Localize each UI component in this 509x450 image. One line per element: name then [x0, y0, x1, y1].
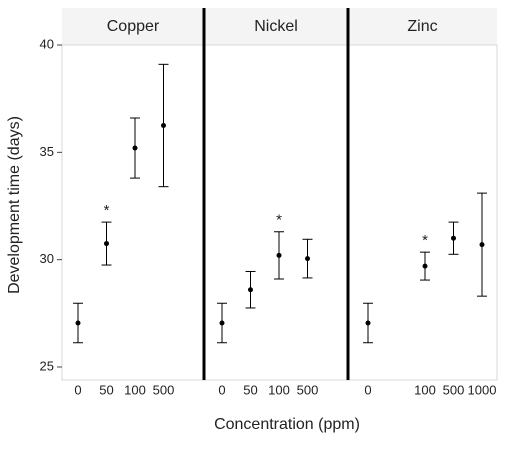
panel-title: Nickel	[254, 18, 298, 35]
panel-title: Copper	[107, 18, 160, 35]
y-tick-label: 30	[40, 251, 54, 266]
y-tick-label: 35	[40, 144, 54, 159]
point	[104, 241, 109, 247]
point	[479, 242, 485, 248]
point	[132, 145, 138, 151]
x-tick-label: 100	[124, 382, 146, 397]
x-axis-title: Concentration (ppm)	[214, 416, 360, 433]
plot-area	[61, 44, 498, 381]
y-tick-label: 40	[40, 36, 54, 51]
y-tick-label: 25	[40, 358, 54, 373]
point	[161, 123, 166, 128]
point	[75, 320, 81, 326]
point	[365, 320, 371, 326]
panel-title: Zinc	[407, 18, 437, 35]
x-tick-label: 500	[443, 382, 465, 397]
x-tick-label: 1000	[468, 382, 497, 397]
significance-mark: *	[276, 212, 282, 229]
point	[248, 287, 253, 293]
x-tick-label: 0	[218, 382, 225, 397]
panel-strip	[62, 8, 497, 45]
x-tick-label: 100	[414, 382, 436, 397]
point	[219, 320, 225, 326]
point	[276, 252, 282, 258]
point	[451, 235, 456, 241]
point	[422, 263, 428, 269]
point	[305, 256, 310, 262]
x-tick-label: 50	[99, 382, 113, 397]
y-axis-title: Development time (days)	[6, 116, 23, 294]
x-tick-label: 100	[268, 382, 290, 397]
significance-mark: *	[104, 202, 110, 219]
x-tick-label: 50	[243, 382, 257, 397]
x-tick-label: 500	[153, 382, 175, 397]
x-tick-label: 0	[74, 382, 81, 397]
x-tick-label: 500	[297, 382, 319, 397]
x-tick-label: 0	[364, 382, 371, 397]
significance-mark: *	[422, 232, 428, 249]
